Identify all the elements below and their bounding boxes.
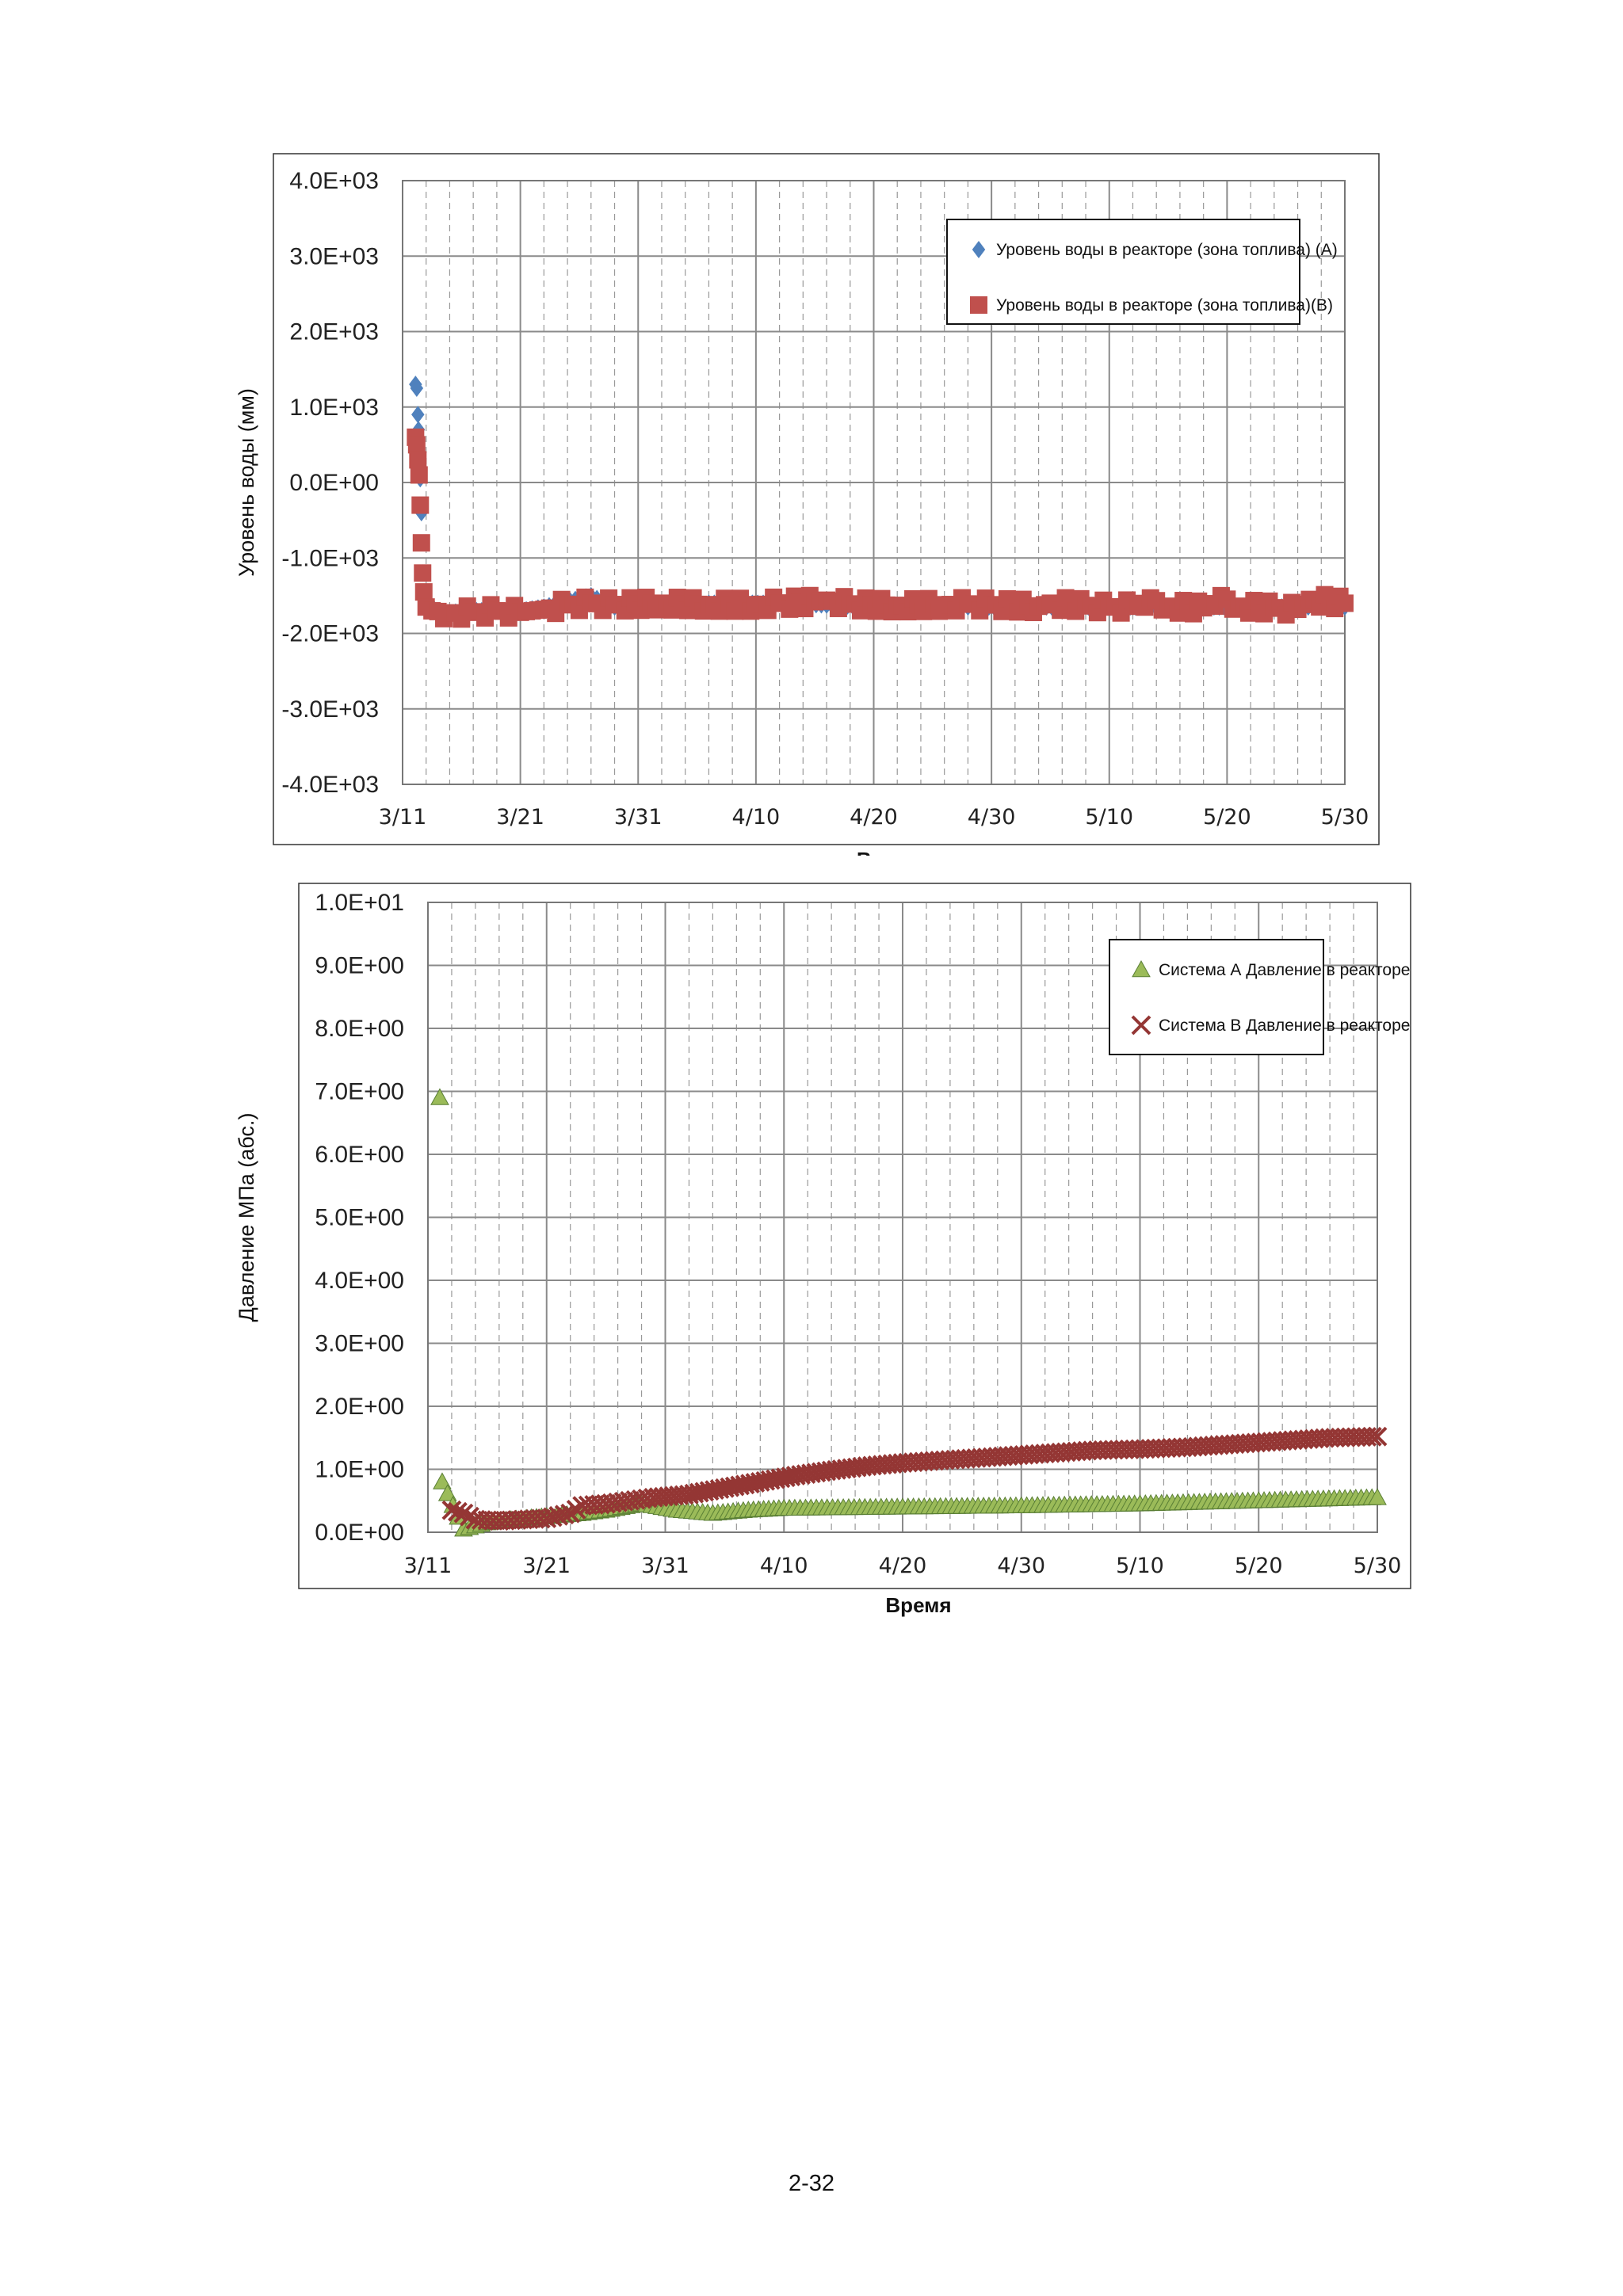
y-tick-label: 5.0E+00 xyxy=(315,1205,404,1231)
x-axis-title: Время xyxy=(885,1593,951,1617)
plot-area-border xyxy=(402,180,1346,785)
y-tick-label: 0.0E+00 xyxy=(289,470,379,496)
data-point xyxy=(410,466,428,484)
legend-marker xyxy=(972,241,986,258)
data-point xyxy=(1336,594,1354,612)
data-point xyxy=(437,1484,457,1501)
x-tick-label: 4/30 xyxy=(997,1554,1045,1578)
y-axis-title: Давление МПа (абс.) xyxy=(235,1113,258,1322)
x-tick-label: 5/10 xyxy=(1116,1554,1164,1578)
pressure-chart: 1.0E+01 9.0E+00 8.0E+00 7.0E+00 6.0E+00 5.0E+… xyxy=(235,883,1411,1617)
y-tick-label: 1.0E+00 xyxy=(315,1457,404,1483)
x-tick-label: 4/30 xyxy=(968,805,1016,830)
legend-marker xyxy=(970,296,987,314)
legend-box xyxy=(1109,939,1324,1055)
y-tick-label: 8.0E+00 xyxy=(315,1016,404,1042)
data-point xyxy=(542,1507,563,1527)
data-point xyxy=(1361,1426,1382,1447)
plot-area-border xyxy=(427,902,1378,1533)
data-point xyxy=(1368,1488,1387,1505)
data-point xyxy=(537,1508,557,1528)
data-point xyxy=(1367,1426,1388,1447)
data-point xyxy=(441,1500,462,1520)
x-tick-label: 3/21 xyxy=(522,1554,571,1578)
data-point xyxy=(412,534,430,552)
y-tick-label: 3.0E+00 xyxy=(315,1331,404,1357)
x-tick-label: 5/20 xyxy=(1203,805,1251,830)
legend-marker xyxy=(1132,959,1151,978)
y-tick-label: 1.0E+03 xyxy=(289,395,379,421)
data-point xyxy=(411,496,430,514)
y-tick-label: -2.0E+03 xyxy=(281,621,379,647)
data-point xyxy=(554,1505,575,1525)
data-point xyxy=(410,379,424,397)
y-tick-label: 9.0E+00 xyxy=(315,953,404,979)
x-tick-label: 4/10 xyxy=(732,805,781,830)
y-axis-title: Уровень воды (мм) xyxy=(235,388,258,577)
data-point xyxy=(411,406,425,424)
page-number: 2-32 xyxy=(788,2171,835,2196)
data-point xyxy=(414,583,433,601)
x-tick-label: 3/11 xyxy=(379,805,427,830)
data-point xyxy=(414,564,432,582)
legend-entry: Система А Давление в реакторе xyxy=(1159,961,1410,979)
series-2 xyxy=(441,1426,1388,1531)
y-tick-label: 6.0E+00 xyxy=(315,1142,404,1168)
series-2 xyxy=(407,428,1354,628)
x-tick-label: 3/21 xyxy=(496,805,544,830)
data-point xyxy=(453,1503,474,1524)
legend-entry: Система В Давление в реакторе xyxy=(1159,1016,1410,1035)
y-tick-label: 4.0E+03 xyxy=(289,168,379,194)
data-point xyxy=(448,1501,468,1522)
water-level-chart: 4.0E+03 3.0E+03 2.0E+03 1.0E+03 0.0E+00 -1.0E… xyxy=(235,153,1380,856)
x-tick-label: 4/10 xyxy=(760,1554,808,1578)
y-tick-label: 4.0E+00 xyxy=(315,1268,404,1294)
x-tick-label: 4/20 xyxy=(879,1554,927,1578)
y-tick-label: -3.0E+03 xyxy=(281,696,379,723)
x-tick-label: 3/31 xyxy=(641,1554,689,1578)
y-tick-label: 3.0E+03 xyxy=(289,243,379,269)
x-tick-label: 5/30 xyxy=(1354,1554,1402,1578)
x-tick-label: 3/31 xyxy=(614,805,663,830)
x-axis-title: Время xyxy=(857,848,922,856)
legend-box xyxy=(946,219,1300,325)
x-tick-label: 5/30 xyxy=(1321,805,1369,830)
legend-entry: Уровень воды в реакторе (зона топлива) (… xyxy=(996,241,1338,259)
data-point xyxy=(459,1506,479,1527)
data-point xyxy=(430,1088,449,1105)
y-tick-label: 2.0E+00 xyxy=(315,1394,404,1420)
y-tick-label: -1.0E+03 xyxy=(281,545,379,571)
data-point xyxy=(407,436,426,454)
data-point xyxy=(433,1472,452,1489)
y-tick-label: 7.0E+00 xyxy=(315,1079,404,1105)
x-tick-label: 3/11 xyxy=(404,1554,453,1578)
x-tick-label: 4/20 xyxy=(850,805,898,830)
y-tick-label: -4.0E+03 xyxy=(281,772,379,798)
data-point xyxy=(548,1505,569,1526)
legend-marker xyxy=(1131,1015,1151,1035)
data-point xyxy=(409,451,427,469)
y-tick-label: 0.0E+00 xyxy=(315,1520,404,1546)
y-tick-label: 1.0E+01 xyxy=(315,890,404,916)
series-1 xyxy=(430,1088,1387,1537)
x-tick-label: 5/20 xyxy=(1235,1554,1283,1578)
y-tick-label: 2.0E+03 xyxy=(289,319,379,345)
legend-entry: Уровень воды в реакторе (зона топлива)(B… xyxy=(996,296,1333,315)
x-tick-label: 5/10 xyxy=(1085,805,1133,830)
